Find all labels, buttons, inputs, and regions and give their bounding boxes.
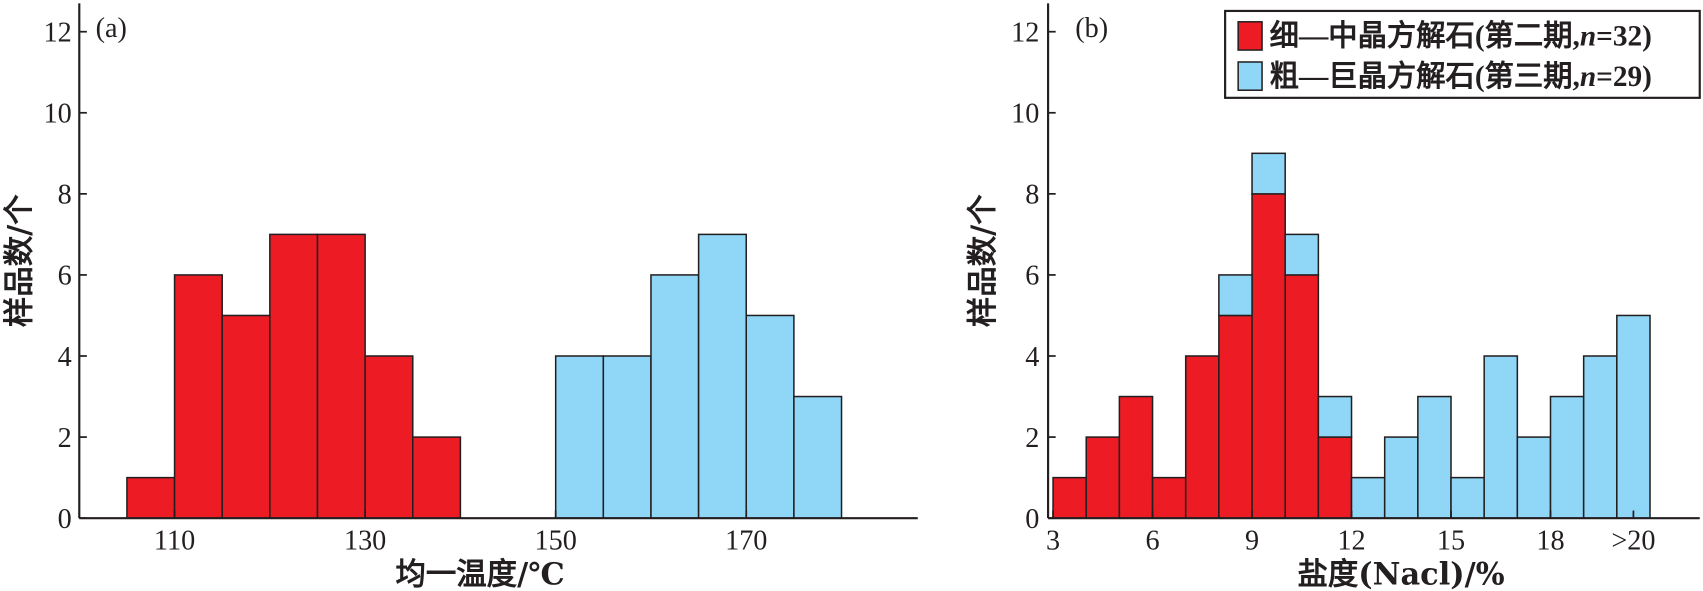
x-tick-label: 9 [1245,526,1259,557]
bar-series2-bin-9 [1251,152,1286,195]
panel-label: (a) [96,13,127,44]
bar-series1-bin-135 [412,436,462,519]
y-tick-label: 12 [1011,17,1039,48]
bar-series2-bin-165 [697,233,748,519]
x-tick-label: 150 [535,526,577,557]
bar-series2-bin-16 [1483,355,1519,519]
legend-box [1224,9,1701,99]
panel-b: 0 2 4 6 8 10 12 3 6 9 12 15 18 >20 (b) 盐度(Nacl)/% 样品数/个 细… [965,3,1701,591]
bar-series2-bin-8 [1218,274,1253,317]
x-tick-label: 18 [1536,526,1564,557]
legend-label: 粗—巨晶方解石(第三期,n=29) [1270,59,1652,93]
y-tick-label: 4 [1025,342,1039,373]
bar-series2-bin-19 [1582,355,1618,519]
y-tick-label: 10 [43,99,71,130]
x-axis-title: 盐度(Nacl)/% [1297,556,1504,591]
panel-a: 0 2 4 6 8 10 12 110 130 150 170 (a) 均一温度/℃ 样品数/个 [2,3,918,591]
y-tick-label: 2 [1025,423,1039,454]
x-tick-label: 130 [344,526,386,557]
legend: 细—中晶方解石(第二期,n=32) 粗—巨晶方解石(第三期,n=29) [1224,9,1701,99]
bar-series2-bin-12 [1350,476,1386,519]
y-axis-title: 样品数/个 [965,194,1001,327]
bar-series1-bin-120 [269,233,319,519]
bar-series2-bin-160 [650,274,700,519]
panel-label: (b) [1075,13,1108,44]
x-tick-label: 6 [1145,526,1159,557]
legend-swatch [1237,21,1263,51]
x-tick-label: 15 [1437,526,1465,557]
x-tick-label: 12 [1337,526,1365,557]
bar-series2-bin-170 [745,314,795,519]
y-tick-label: 0 [1025,504,1039,535]
bar-series1-bin-125 [316,233,366,519]
bar-series1-bin-105 [126,476,176,519]
bar-series1-bin-8 [1218,314,1253,519]
bar-series2-bin-14 [1417,395,1452,519]
y-tick-label: 4 [58,342,72,373]
bar-series2-bin-10 [1284,233,1320,276]
x-tick-label: 3 [1046,526,1060,557]
x-tick-label: 110 [154,526,195,557]
bar-series1-bin-5 [1118,395,1154,519]
y-tick-label: 10 [1011,99,1039,130]
x-axis-title: 均一温度/℃ [395,556,564,591]
bar-series1-bin-9 [1251,193,1286,519]
bar-series2-bin-18 [1549,395,1585,519]
y-tick-label: 12 [43,17,71,48]
bar-series2-bin-155 [602,355,652,519]
bar-series2-bin-150 [554,355,605,519]
bar-series1-bin-130 [364,355,414,519]
y-tick-label: 6 [58,261,72,292]
y-tick-label: 8 [1025,180,1039,211]
legend-swatch [1237,61,1263,91]
bar-series1-bin-6 [1151,476,1187,519]
bar-series1-bin-110 [173,274,223,519]
bar-series1-bin-3 [1052,476,1087,519]
y-tick-label: 0 [58,504,72,535]
x-tick-label: 170 [725,526,767,557]
bar-series2-bin-15 [1450,476,1485,519]
y-tick-label: 6 [1025,261,1039,292]
bar-series1-bin-115 [221,314,271,519]
y-tick-label: 8 [58,180,72,211]
bar-series1-bin-11 [1317,436,1353,519]
bar-series2-bin-13 [1383,436,1419,519]
x-tick-label: >20 [1611,526,1655,557]
bar-series2-bin-17 [1516,436,1552,519]
bar-series2-bin-20 [1616,314,1651,519]
bar-series1-bin-7 [1184,355,1220,519]
bar-series2-bin-175 [793,395,843,519]
bar-series1-bin-4 [1085,436,1121,519]
legend-label: 细—中晶方解石(第二期,n=32) [1270,19,1652,53]
y-tick-label: 2 [58,423,72,454]
bar-series1-bin-10 [1284,274,1320,519]
y-axis-title: 样品数/个 [2,194,38,327]
bars-a [126,233,843,519]
bar-series2-bin-11 [1317,395,1353,438]
